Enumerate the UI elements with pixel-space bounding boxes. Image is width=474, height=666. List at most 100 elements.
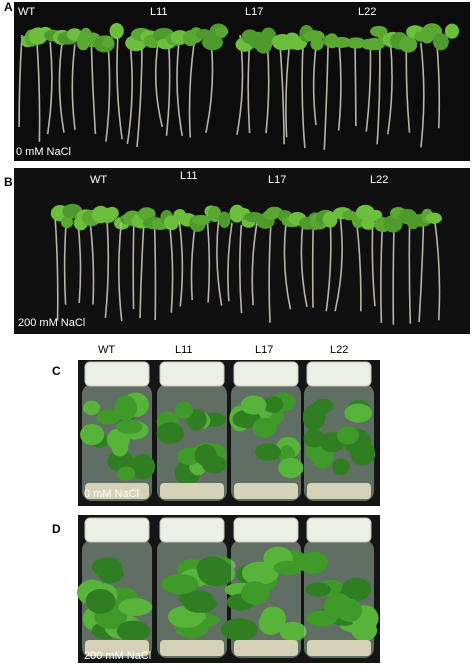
jar-cap	[159, 517, 225, 543]
leaf	[96, 409, 121, 425]
jar-cap	[233, 361, 299, 387]
leaf	[240, 581, 270, 605]
root	[165, 44, 171, 136]
condition-label: 0 mM NaCl	[16, 146, 71, 158]
root	[90, 41, 97, 134]
line-label: WT	[18, 6, 35, 18]
leaf	[161, 574, 199, 595]
root	[178, 221, 184, 307]
root	[176, 36, 184, 137]
leaf	[306, 610, 338, 627]
root	[216, 220, 223, 306]
root	[434, 221, 441, 321]
seedling-group	[346, 23, 459, 148]
root	[408, 223, 412, 324]
leaf	[262, 396, 284, 413]
leaf	[305, 582, 331, 597]
root	[418, 216, 425, 323]
jar-cap	[233, 517, 299, 543]
leaf	[310, 37, 324, 51]
leaf	[156, 422, 184, 445]
jar	[157, 517, 236, 658]
root	[46, 41, 53, 135]
seedling-group	[333, 204, 442, 325]
leaf	[363, 38, 386, 51]
jar-cap	[306, 517, 372, 543]
panel-letter: D	[52, 522, 61, 536]
jar	[77, 517, 153, 658]
leaf	[192, 214, 211, 226]
condition-label: 200 mM NaCl	[18, 317, 85, 329]
line-label: L11	[175, 344, 193, 356]
leaf	[85, 588, 116, 614]
leaf	[336, 426, 359, 445]
leaf	[106, 428, 130, 451]
root	[136, 43, 143, 148]
line-label: WT	[98, 344, 115, 356]
line-label: L17	[245, 6, 263, 18]
root	[118, 216, 123, 322]
leaf	[346, 37, 366, 49]
medium	[160, 640, 224, 656]
leaf	[194, 444, 217, 466]
leaf	[355, 204, 375, 221]
leaf	[116, 466, 136, 481]
root	[376, 41, 381, 145]
leaf	[116, 620, 151, 642]
root	[337, 44, 342, 131]
jar-cap	[84, 361, 150, 387]
root	[355, 221, 362, 312]
leaf	[114, 395, 138, 421]
leaf	[260, 606, 286, 631]
jar	[156, 361, 227, 501]
line-label: L17	[268, 174, 286, 186]
leaf	[399, 36, 418, 53]
root	[300, 221, 308, 308]
leaf	[426, 212, 442, 224]
line-label: L11	[180, 170, 198, 182]
seedling-group	[50, 203, 130, 321]
leaf	[383, 215, 403, 233]
leaf	[279, 621, 307, 642]
root	[365, 42, 372, 132]
leaf	[273, 560, 303, 576]
leaf	[101, 35, 114, 48]
medium	[85, 483, 149, 499]
leaf	[129, 454, 156, 480]
leaf	[218, 211, 231, 229]
root	[54, 215, 59, 321]
labels: A WT L11 L17 L22 0 mM NaCl B WT L11 L17 L22 200 mM …	[4, 0, 388, 662]
seedling-group	[227, 204, 338, 323]
leaf	[361, 218, 376, 230]
root	[58, 41, 65, 133]
panel-letter: B	[4, 175, 13, 189]
line-label: L17	[255, 344, 273, 356]
jar-cap	[306, 361, 372, 387]
root	[63, 223, 67, 305]
medium	[160, 483, 224, 499]
artwork	[18, 23, 459, 658]
line-label: L11	[150, 6, 168, 18]
medium	[234, 640, 298, 656]
leaf	[60, 216, 74, 229]
leaf	[109, 23, 124, 39]
jar	[220, 517, 308, 658]
leaf	[220, 618, 258, 641]
root	[139, 223, 145, 319]
jar	[297, 517, 379, 658]
root	[71, 44, 76, 130]
root	[354, 42, 357, 127]
line-label: L22	[370, 174, 388, 186]
root	[227, 222, 233, 302]
root	[285, 44, 291, 138]
root	[311, 218, 315, 308]
condition-label: 200 mM NaCl	[84, 650, 151, 662]
leaf	[337, 598, 363, 623]
root	[168, 222, 174, 313]
medium	[234, 483, 298, 499]
root	[154, 41, 164, 128]
leaf	[297, 551, 328, 574]
seedling-group	[235, 25, 352, 150]
line-label: L22	[330, 344, 348, 356]
root	[104, 221, 110, 318]
